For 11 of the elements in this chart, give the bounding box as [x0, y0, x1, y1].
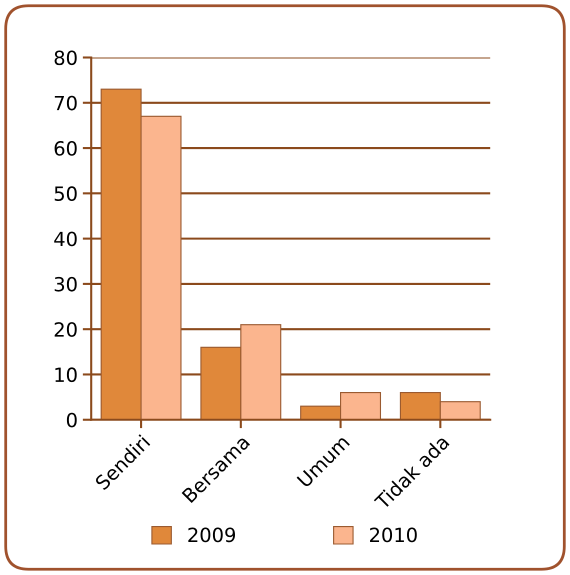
y-tick-label: 20: [54, 322, 77, 337]
y-tick-label: 0: [66, 412, 77, 428]
legend-label: 2010: [370, 528, 417, 542]
legend-label: 2009: [188, 528, 236, 542]
y-tick-label: 10: [55, 367, 77, 382]
y-tick-label: 30: [54, 276, 77, 292]
y-tick-label: 40: [54, 232, 77, 246]
y-tick-label: 70: [54, 96, 77, 110]
y-tick-label: 80: [54, 50, 77, 66]
y-tick-label: 60: [54, 141, 77, 156]
y-tick-label: 50: [54, 186, 77, 202]
